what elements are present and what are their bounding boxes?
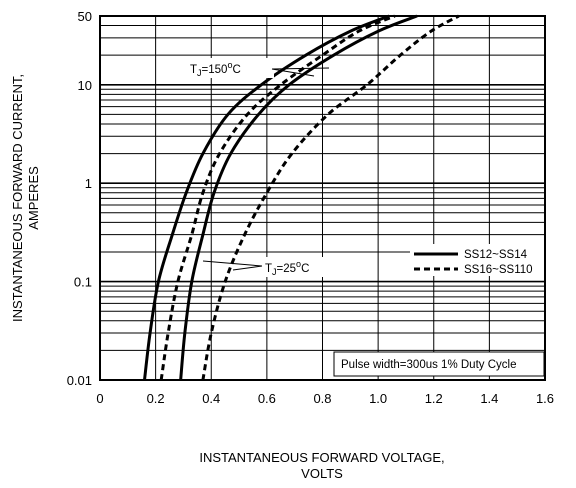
x-tick-label: 0.8 <box>313 391 331 406</box>
series-line-3 <box>179 14 418 381</box>
x-tick-label: 1.6 <box>536 391 554 406</box>
x-tick-label: 0 <box>96 391 103 406</box>
annotation-tj150: TJ=150oC <box>186 58 330 78</box>
x-tick-label: 0.2 <box>147 391 165 406</box>
y-axis-title-line2: AMPERES <box>26 166 41 230</box>
legend-label-ss16: SS16~SS110 <box>464 264 533 276</box>
annotation-tj25-arrow-2 <box>232 265 263 271</box>
x-tick-label: 1.4 <box>480 391 498 406</box>
annotation-tj150-arrow-2 <box>271 67 330 70</box>
annotation-tj25-label: TJ=25oC <box>265 259 309 277</box>
y-tick-label: 10 <box>78 78 92 93</box>
curves <box>143 14 460 381</box>
series-line-1 <box>143 14 390 381</box>
legend-box <box>410 244 544 276</box>
x-axis-title-line2: VOLTS <box>301 466 343 481</box>
x-tick-label: 0.4 <box>202 391 220 406</box>
series-line-4 <box>201 14 460 381</box>
x-tick-labels: 0 0.2 0.4 0.6 0.8 1.0 1.2 1.4 1.6 <box>96 391 554 406</box>
series-line-2 <box>159 14 396 381</box>
y-tick-label: 0.01 <box>67 373 92 388</box>
annotation-tj25-arrow-1 <box>202 260 263 267</box>
annotation-tj150-arrow-1 <box>271 68 315 77</box>
x-tick-label: 0.6 <box>258 391 276 406</box>
y-axis-title: INSTANTANEOUS FORWARD CURRENT, <box>10 74 25 322</box>
plot-frame <box>99 15 546 381</box>
legend: SS12~SS14 SS16~SS110 <box>410 244 544 276</box>
y-tick-label: 0.1 <box>74 275 92 290</box>
annotation-tj150-label: TJ=150oC <box>190 60 241 78</box>
x-axis-title: INSTANTANEOUS FORWARD VOLTAGE, <box>199 450 444 465</box>
x-tick-label: 1.2 <box>425 391 443 406</box>
y-tick-label: 1 <box>85 176 92 191</box>
pulse-note: Pulse width=300us 1% Duty Cycle <box>333 351 545 377</box>
pulse-note-text: Pulse width=300us 1% Duty Cycle <box>341 359 516 371</box>
annotation-tj150-bg <box>186 58 274 78</box>
legend-label-ss12: SS12~SS14 <box>464 249 528 261</box>
x-tick-label: 1.0 <box>369 391 387 406</box>
y-tick-labels: 0.01 0.1 1 10 50 <box>67 9 92 388</box>
pulse-note-box <box>333 351 545 377</box>
annotation-tj25: TJ=25oC <box>202 257 328 277</box>
annotation-tj25-bg <box>262 257 328 277</box>
y-tick-label: 50 <box>78 9 92 24</box>
